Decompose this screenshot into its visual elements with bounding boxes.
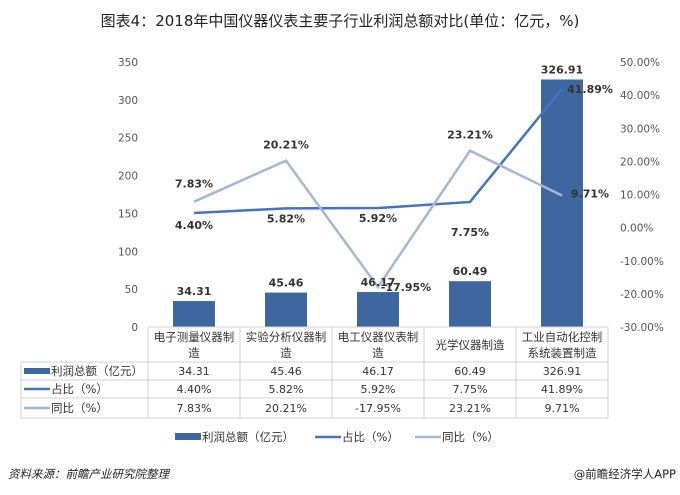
- left-axis-tick: 150: [118, 208, 138, 220]
- right-axis-tick: -10.00%: [620, 256, 664, 268]
- table-cell: 34.31: [178, 365, 210, 378]
- table-cell: -17.95%: [355, 402, 401, 415]
- right-axis-tick: -30.00%: [620, 322, 664, 334]
- share-data-label: 5.92%: [359, 212, 397, 225]
- bar: [265, 292, 307, 327]
- left-axis-tick: 300: [118, 95, 138, 107]
- right-axis-tick: 0.00%: [620, 223, 653, 235]
- source-note: 资料来源：前瞻产业研究院整理: [8, 467, 169, 481]
- table-row-header: 利润总额（亿元）: [51, 364, 143, 378]
- table-cell: 7.83%: [177, 402, 212, 415]
- category-label: 造: [280, 346, 292, 360]
- bar-data-label: 34.31: [177, 285, 212, 298]
- right-axis-tick: 30.00%: [620, 123, 660, 135]
- share-data-label: 7.75%: [451, 226, 489, 239]
- table-cell: 5.82%: [269, 383, 304, 396]
- bar-data-label: 46.17: [361, 276, 396, 289]
- left-axis-tick: 50: [125, 284, 138, 296]
- brand-label: @前瞻经济学人APP: [573, 467, 676, 481]
- right-axis-tick: 40.00%: [620, 90, 660, 102]
- yoy-data-label: 9.71%: [571, 187, 609, 200]
- table-row-header: 同比（%）: [51, 401, 108, 415]
- table-cell: 7.75%: [453, 383, 488, 396]
- table-cell: 9.71%: [545, 402, 580, 415]
- left-axis-tick: 350: [118, 57, 138, 69]
- table-cell: 60.49: [454, 365, 486, 378]
- chart-title: 图表4：2018年中国仪器仪表主要子行业利润总额对比(单位：亿元，%): [100, 12, 580, 30]
- left-axis-tick: 0: [131, 322, 138, 334]
- table-row-header: 占比（%）: [51, 382, 108, 396]
- legend-label: 同比（%）: [442, 430, 499, 444]
- table-cell: 326.91: [543, 365, 582, 378]
- share-data-label: 41.89%: [567, 83, 613, 96]
- share-data-label: 4.40%: [175, 219, 213, 232]
- category-label: 系统装置制造: [528, 346, 597, 360]
- share-line: [193, 88, 563, 215]
- legend-label: 占比（%）: [342, 430, 399, 444]
- legend-label: 利润总额（亿元）: [202, 430, 294, 444]
- table-cell: 46.17: [362, 365, 394, 378]
- table-cell: 4.40%: [177, 383, 212, 396]
- bar-data-label: 45.46: [269, 277, 304, 290]
- table-cell: 20.21%: [265, 402, 307, 415]
- bar: [357, 292, 399, 327]
- yoy-data-label: 7.83%: [175, 178, 213, 191]
- table-cell: 23.21%: [449, 402, 491, 415]
- table-cell: 41.89%: [541, 383, 583, 396]
- right-axis-tick: 20.00%: [620, 156, 660, 168]
- bar: [541, 79, 583, 328]
- category-label: 工业自动化控制: [522, 330, 603, 344]
- category-label: 电工仪器仪表制: [338, 330, 419, 344]
- bar: [173, 301, 215, 327]
- bar-data-label: 326.91: [541, 63, 583, 76]
- right-axis-tick: 10.00%: [620, 190, 660, 202]
- table-cell: 45.46: [270, 365, 302, 378]
- right-axis-tick: -20.00%: [620, 289, 664, 301]
- category-label: 实验分析仪器制: [246, 330, 327, 344]
- left-axis-tick: 100: [118, 246, 138, 258]
- share-data-label: 5.82%: [267, 212, 305, 225]
- yoy-data-label: 20.21%: [263, 139, 309, 152]
- yoy-data-label: -17.95%: [381, 281, 431, 294]
- left-axis-tick: 250: [118, 133, 138, 145]
- yoy-data-label: 23.21%: [447, 129, 493, 142]
- legend-key: [175, 433, 201, 440]
- table-legend-key: [24, 368, 50, 374]
- table-cell: 5.92%: [361, 383, 396, 396]
- bar: [449, 281, 491, 327]
- category-label: 造: [372, 346, 384, 360]
- right-axis-tick: 50.00%: [620, 57, 660, 69]
- category-label: 光学仪器制造: [436, 338, 505, 352]
- yoy-line: [193, 149, 563, 290]
- category-label: 造: [188, 346, 200, 360]
- bar-data-label: 60.49: [453, 265, 488, 278]
- category-label: 电子测量仪器制: [154, 330, 235, 344]
- left-axis-tick: 200: [118, 171, 138, 183]
